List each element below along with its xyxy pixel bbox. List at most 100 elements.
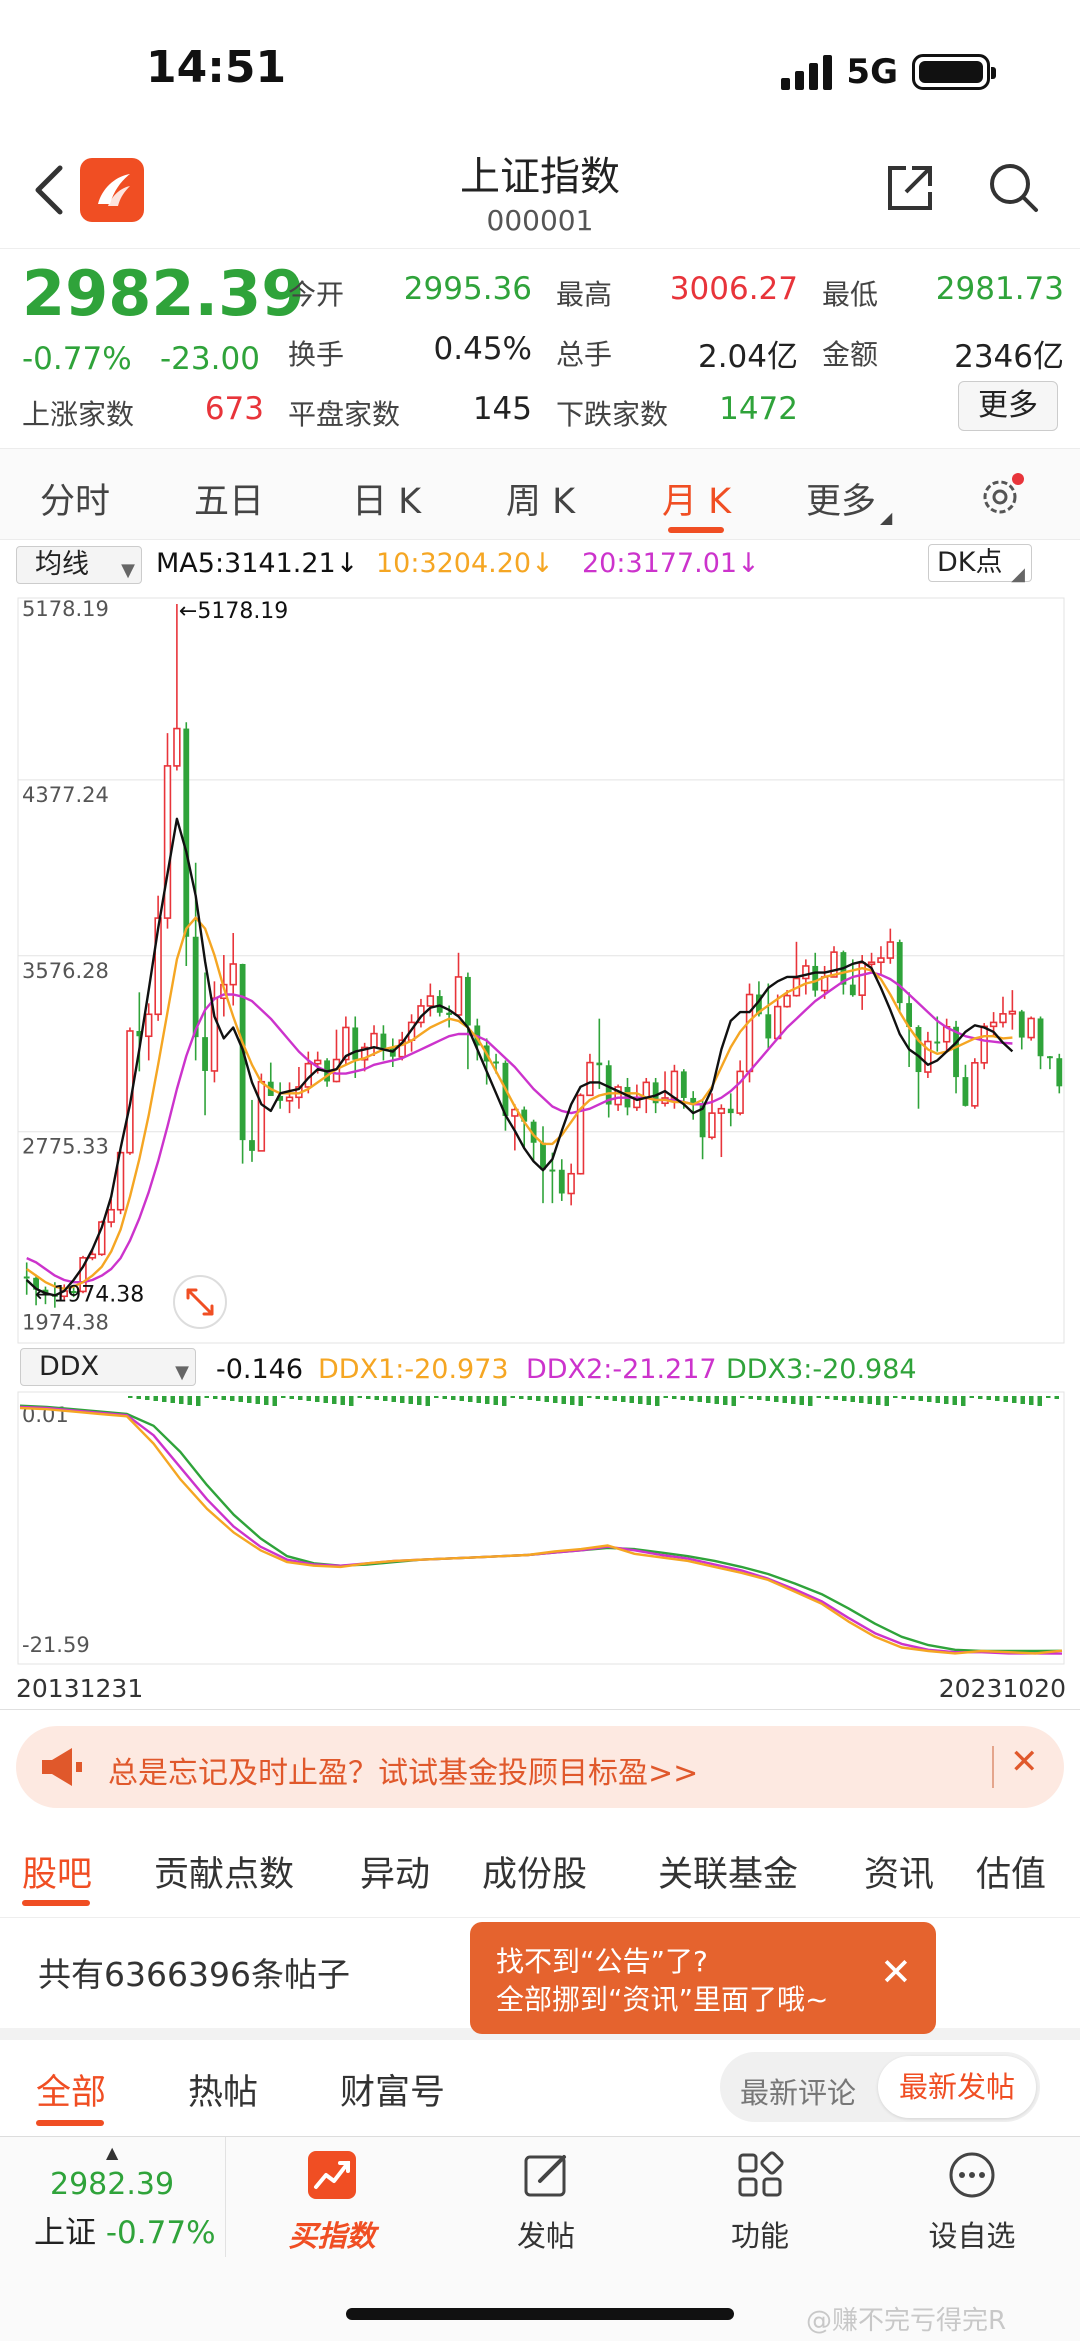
- edit-icon: [524, 2155, 566, 2197]
- candle-body: [1008, 1010, 1017, 1015]
- buy-index-label: 买指数: [288, 2219, 376, 2253]
- ddx-bar: [961, 1396, 966, 1406]
- battery-icon: [912, 54, 996, 90]
- candle-body: [915, 1027, 922, 1073]
- candle-body: [567, 1172, 575, 1195]
- back-icon[interactable]: [30, 160, 70, 220]
- post-label: 发帖: [516, 2219, 575, 2253]
- ddx-bar: [731, 1396, 736, 1406]
- ddx-bar: [1029, 1396, 1034, 1405]
- ddx-bar: [221, 1396, 226, 1400]
- promo-close-icon[interactable]: ✕: [1010, 1742, 1039, 1782]
- ddx-bar: [561, 1396, 566, 1404]
- ddx-legend-row: DDX ▼ -0.146 DDX1:-20.973 DDX2:-21.217 D…: [0, 1346, 1080, 1390]
- candle-body: [971, 1062, 979, 1107]
- page-title: 上证指数: [460, 154, 620, 200]
- ddx-bar: [723, 1396, 728, 1405]
- candle-body: [867, 961, 876, 966]
- candle-body: [380, 1033, 387, 1049]
- tab-daily-k[interactable]: 日 K: [352, 482, 422, 522]
- candlestick-chart[interactable]: 5178.19 4377.24 3576.28 2775.33 1974.38 ←5178…: [0, 590, 1080, 1346]
- ddx-bar: [315, 1396, 320, 1402]
- candle-body: [285, 1096, 294, 1102]
- tab-anomaly[interactable]: 异动: [360, 1855, 431, 1895]
- candle-body: [906, 1003, 913, 1028]
- settings-icon[interactable]: [978, 471, 1026, 519]
- sort-latest-post[interactable]: 最新发帖: [878, 2056, 1036, 2118]
- ddx3-label: DDX3:-20.984: [726, 1354, 917, 1385]
- current-price: 2982.39: [22, 257, 305, 330]
- dk-point-toggle[interactable]: DK点 ◢: [928, 544, 1032, 585]
- y-tick-label: 4377.24: [22, 783, 109, 807]
- ddx-bar: [638, 1396, 643, 1404]
- ddx-bar: [910, 1396, 915, 1400]
- chevron-up-icon: ▲: [106, 2143, 119, 2162]
- sort-latest-comment[interactable]: 最新评论: [740, 2076, 857, 2110]
- tab-contribution[interactable]: 贡献点数: [154, 1855, 295, 1895]
- add-watchlist-button[interactable]: 设自选: [912, 2149, 1032, 2255]
- corner-icon: ◢: [1011, 564, 1025, 585]
- post-button[interactable]: 发帖: [486, 2149, 606, 2255]
- candle-body: [229, 963, 237, 986]
- candle-body: [652, 1082, 659, 1104]
- ddx-bar: [655, 1396, 660, 1406]
- functions-button[interactable]: 功能: [700, 2149, 820, 2255]
- tab-more[interactable]: 更多 ◢: [806, 473, 892, 527]
- ddx-bar: [995, 1396, 1000, 1401]
- ddx-bar: [595, 1396, 600, 1399]
- index-ticker[interactable]: ▲ 2982.39 上证 -0.77%: [0, 2137, 226, 2257]
- candle-body: [163, 765, 172, 919]
- ddx-chart[interactable]: 0.01-21.59: [0, 1388, 1080, 1670]
- buy-index-button[interactable]: 买指数: [272, 2149, 392, 2255]
- ddx-bar: [366, 1396, 371, 1399]
- ddx-dropdown[interactable]: DDX ▼: [20, 1348, 196, 1386]
- candle-body: [999, 1013, 1007, 1024]
- functions-label: 功能: [730, 2219, 789, 2253]
- candle-body: [549, 1169, 556, 1172]
- ddx-bar: [604, 1396, 609, 1400]
- tab-monthly-k[interactable]: 月 K: [662, 482, 732, 522]
- ddx-bar: [408, 1396, 413, 1404]
- share-icon[interactable]: [880, 158, 940, 218]
- tab-all[interactable]: 全部: [36, 2073, 107, 2113]
- content-tabs: 股吧 贡献点数 异动 成份股 关联基金 资讯 估值: [0, 1822, 1080, 1918]
- ddx-value: -0.146: [216, 1354, 304, 1385]
- notice-tooltip: 找不到“公告”了? 全部挪到“资讯”里面了哦~ ✕: [470, 1922, 936, 2034]
- tab-weekly-k[interactable]: 周 K: [506, 482, 576, 522]
- expand-icon[interactable]: [173, 1275, 227, 1329]
- tab-hot[interactable]: 热帖: [188, 2073, 259, 2113]
- ddx-bar: [893, 1396, 898, 1398]
- tab-related-funds[interactable]: 关联基金: [658, 1855, 799, 1895]
- tab-fortune[interactable]: 财富号: [340, 2073, 446, 2113]
- ddx-bar: [969, 1396, 974, 1398]
- tab-five-day[interactable]: 五日: [194, 482, 265, 522]
- tab-intraday[interactable]: 分时: [40, 482, 111, 522]
- promo-banner[interactable]: 总是忘记及时止盈？试试基金投顾目标盈>> ✕: [16, 1726, 1064, 1808]
- ddx-bar: [332, 1396, 337, 1404]
- tab-constituents[interactable]: 成份股: [482, 1855, 588, 1895]
- more-quote-button[interactable]: 更多: [958, 381, 1058, 431]
- candle-body: [360, 1046, 369, 1061]
- open-label: 今开: [288, 278, 345, 311]
- candle-body: [708, 1112, 716, 1139]
- indicator-dropdown[interactable]: 均线 ▼: [16, 546, 142, 584]
- ddx1-line: [19, 1406, 1063, 1655]
- ddx-bar: [621, 1396, 626, 1402]
- ddx-frame: [17, 1391, 1065, 1665]
- candle-body: [783, 994, 791, 1008]
- tab-news[interactable]: 资讯: [864, 1855, 935, 1895]
- ddx2-line: [19, 1405, 1063, 1655]
- change-value: -23.00: [160, 341, 260, 377]
- min-annotation: ←1974.38: [35, 1283, 144, 1308]
- search-icon[interactable]: [984, 158, 1044, 218]
- candle-body: [70, 1291, 77, 1293]
- ddx-bar: [204, 1396, 209, 1398]
- tab-guba[interactable]: 股吧: [22, 1855, 93, 1895]
- ddx-bar: [1003, 1396, 1008, 1402]
- candle-body: [962, 1077, 969, 1106]
- candle-body: [313, 1059, 322, 1065]
- ddx-bar: [1020, 1396, 1025, 1404]
- tooltip-close-icon[interactable]: ✕: [880, 1950, 912, 1994]
- tab-valuation[interactable]: 估值: [976, 1855, 1047, 1895]
- amount-value: 2346亿: [954, 339, 1064, 375]
